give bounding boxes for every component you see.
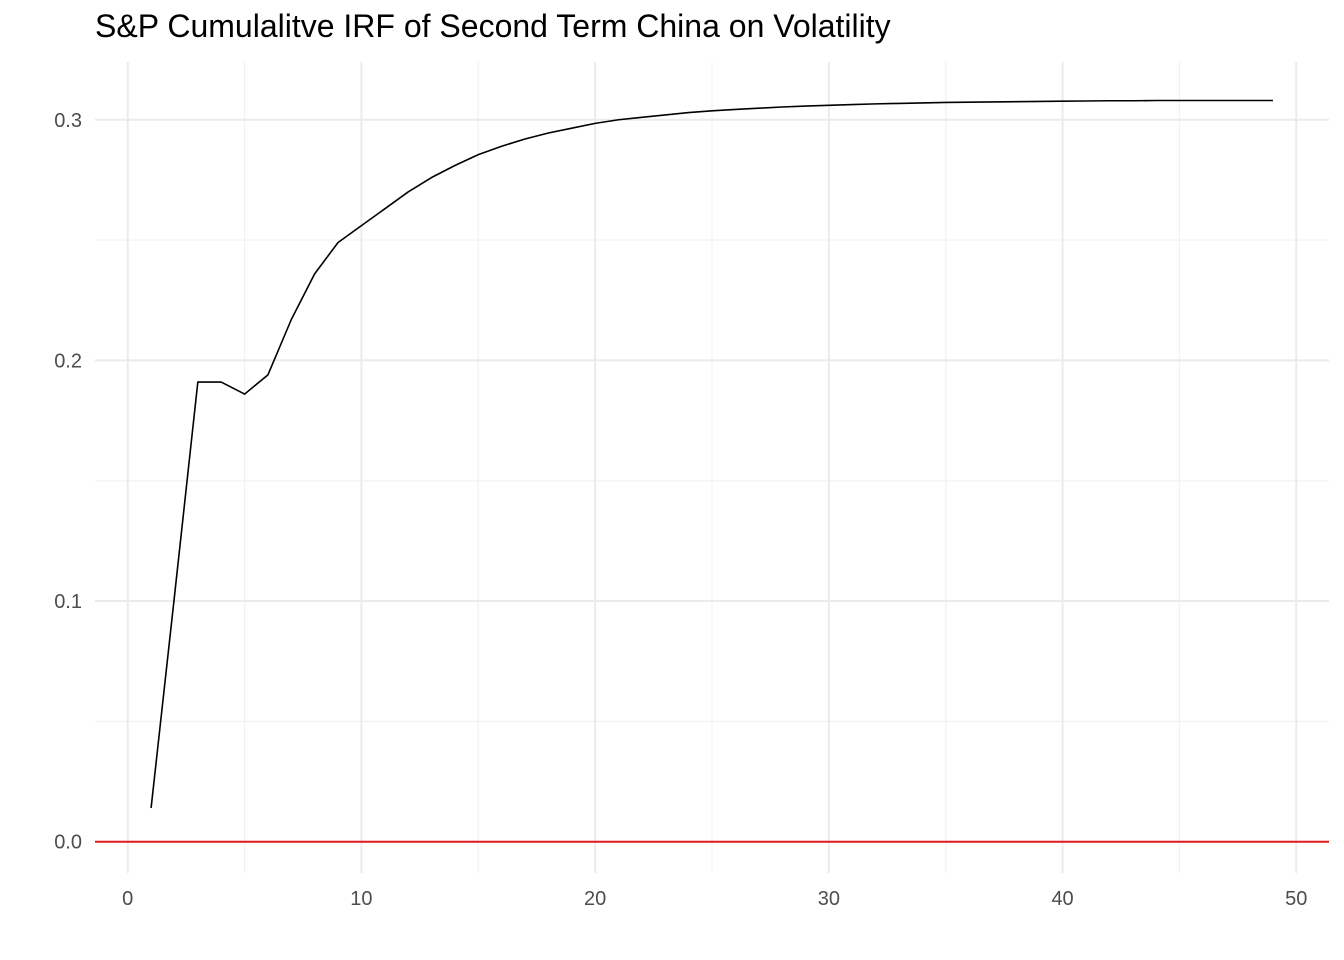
y-axis-tick-labels: 0.0 0.1 0.2 0.3 (54, 110, 82, 854)
y-tick-label: 0.1 (54, 591, 82, 613)
x-tick-label: 30 (818, 888, 840, 910)
x-tick-label: 50 (1285, 888, 1307, 910)
x-tick-label: 40 (1051, 888, 1073, 910)
chart-title: S&P Cumulalitve IRF of Second Term China… (95, 8, 891, 44)
y-tick-label: 0.3 (54, 110, 82, 132)
x-axis-tick-labels: 0 10 20 30 40 50 (122, 888, 1307, 910)
y-tick-label: 0.2 (54, 350, 82, 372)
minor-grid (95, 62, 1329, 873)
series-layer (150, 99, 1273, 809)
y-tick-label: 0.0 (54, 832, 82, 854)
series-line (150, 99, 1273, 809)
x-tick-label: 10 (350, 888, 372, 910)
x-tick-label: 20 (584, 888, 606, 910)
x-tick-label: 0 (122, 888, 133, 910)
